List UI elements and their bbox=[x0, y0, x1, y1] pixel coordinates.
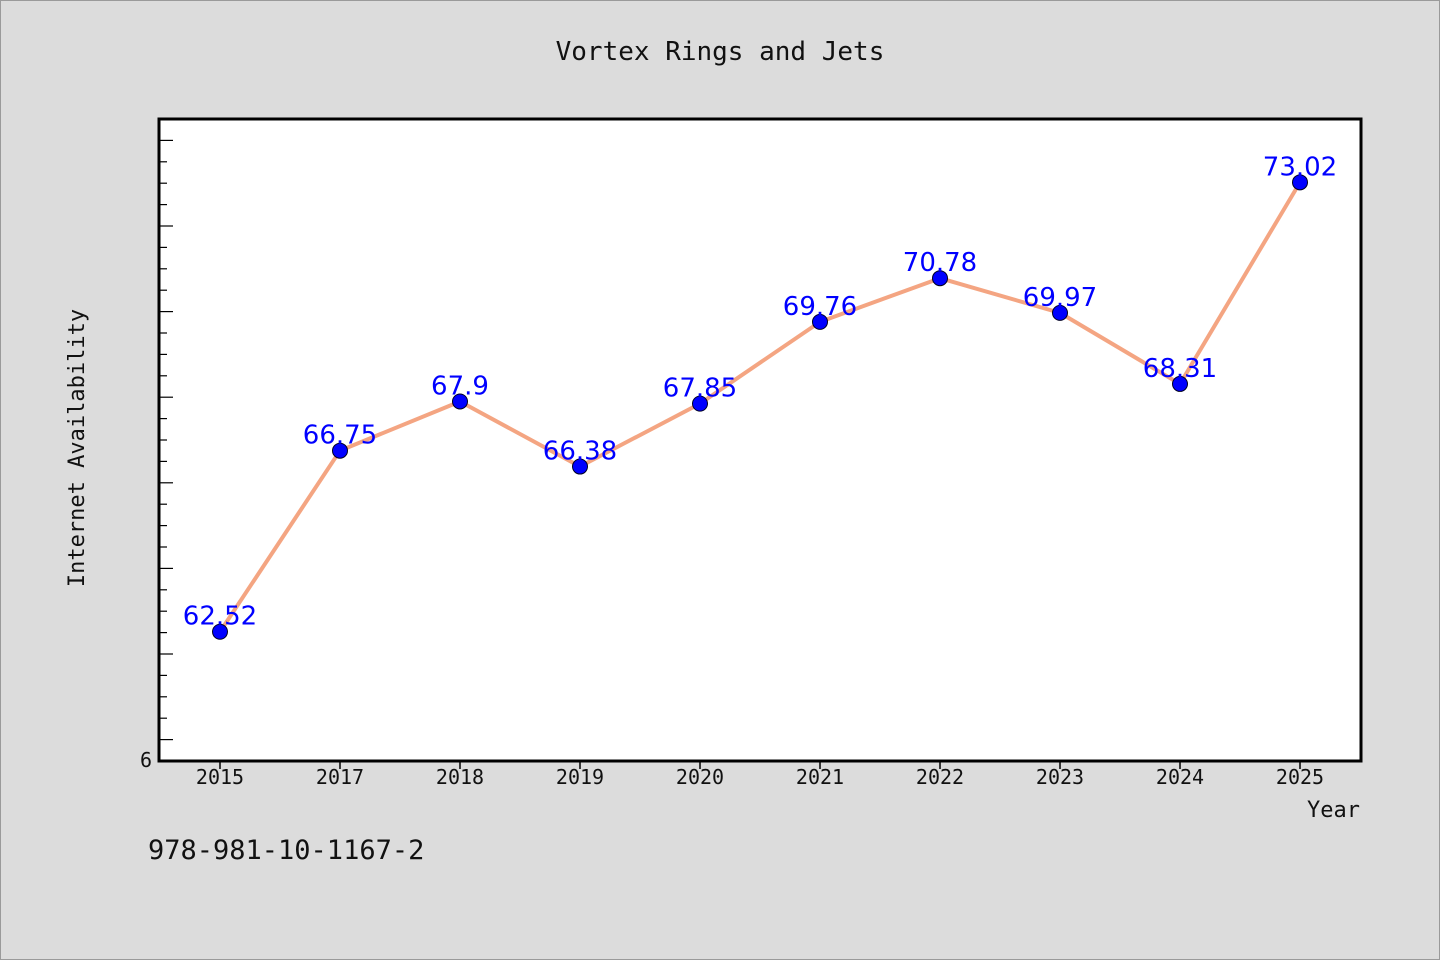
x-tick-label: 2015 bbox=[196, 765, 244, 789]
data-point-label: 67.85 bbox=[663, 374, 737, 404]
data-point-marker bbox=[1052, 304, 1068, 321]
data-point-marker bbox=[332, 442, 348, 459]
series-line bbox=[218, 181, 1302, 633]
data-point-label: 66.75 bbox=[303, 421, 377, 451]
x-tick-label: 2022 bbox=[916, 765, 964, 789]
data-point-label: 69.76 bbox=[783, 292, 857, 322]
chart-title: Vortex Rings and Jets bbox=[556, 37, 885, 67]
data-point-label: 62.52 bbox=[183, 602, 257, 632]
x-tick-label: 2017 bbox=[316, 765, 364, 789]
isbn-footer: 978-981-10-1167-2 bbox=[148, 835, 425, 866]
data-point-label: 66.38 bbox=[543, 437, 617, 467]
data-point-marker bbox=[932, 270, 948, 287]
y-axis-ticks bbox=[159, 139, 173, 741]
x-tick-label: 2021 bbox=[796, 765, 844, 789]
y-axis-corner-label: 6 bbox=[140, 748, 152, 772]
data-point-marker bbox=[692, 395, 708, 412]
data-point-marker bbox=[212, 623, 228, 640]
data-point-marker bbox=[452, 393, 468, 410]
y-axis-label: Internet Availability bbox=[65, 309, 90, 587]
data-point-label: 68.31 bbox=[1143, 354, 1217, 384]
x-tick-label: 2019 bbox=[556, 765, 604, 789]
x-tick-label: 2018 bbox=[436, 765, 484, 789]
x-axis-ticks: 2015 2017 2018 2019 2020 2021 2022 2023 2024 2025 bbox=[196, 761, 1324, 789]
data-point-label: 70.78 bbox=[903, 248, 977, 278]
data-labels: 62.52 66.75 67.9 66.38 67.85 69.76 70.78 69.97 6… bbox=[183, 152, 1337, 631]
x-tick-label: 2023 bbox=[1036, 765, 1084, 789]
data-point-label: 67.9 bbox=[431, 371, 489, 401]
x-tick-label: 2020 bbox=[676, 765, 724, 789]
data-point-marker bbox=[1292, 174, 1308, 191]
x-tick-label: 2025 bbox=[1276, 765, 1324, 789]
data-point-marker bbox=[1172, 375, 1188, 392]
data-point-marker bbox=[812, 313, 828, 330]
data-markers bbox=[212, 174, 1308, 640]
x-axis-label: Year bbox=[1307, 798, 1360, 823]
x-tick-label: 2024 bbox=[1156, 765, 1204, 789]
data-point-marker bbox=[572, 458, 588, 475]
data-point-label: 69.97 bbox=[1023, 283, 1097, 313]
data-point-label: 73.02 bbox=[1263, 152, 1337, 182]
plot-area bbox=[157, 117, 1363, 763]
